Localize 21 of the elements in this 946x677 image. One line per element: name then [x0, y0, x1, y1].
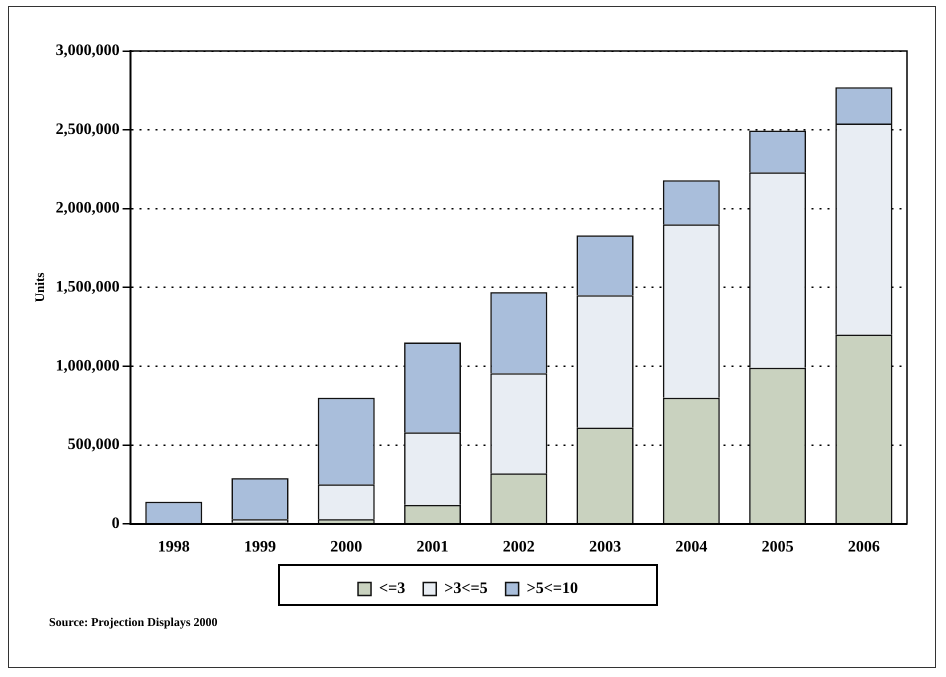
x-tick-label: 2004	[675, 538, 708, 556]
y-tick-label: 3,000,000	[56, 42, 120, 60]
legend-label: >3<=5	[444, 580, 488, 598]
y-axis-title: Units	[32, 272, 48, 302]
y-tick-label: 0	[112, 514, 120, 532]
source-note: Source: Projection Displays 2000	[49, 615, 218, 630]
x-tick-label: 2001	[416, 538, 449, 556]
y-tick-label: 1,500,000	[56, 278, 120, 296]
y-tick-label: 2,500,000	[56, 120, 120, 138]
x-tick-label: 2002	[502, 538, 535, 556]
x-tick-label: 1999	[244, 538, 276, 556]
legend-label: <=3	[379, 580, 406, 598]
y-tick-label: 500,000	[68, 436, 120, 454]
x-tick-label: 2005	[762, 538, 794, 556]
x-tick-label: 2006	[848, 538, 880, 556]
x-tick-label: 2003	[589, 538, 622, 556]
x-tick-label: 2000	[330, 538, 362, 556]
legend-label: >5<=10	[526, 580, 578, 598]
y-tick-label: 2,000,000	[56, 200, 120, 217]
y-tick-label: 1,000,000	[56, 357, 120, 374]
x-tick-label: 1998	[158, 538, 190, 556]
